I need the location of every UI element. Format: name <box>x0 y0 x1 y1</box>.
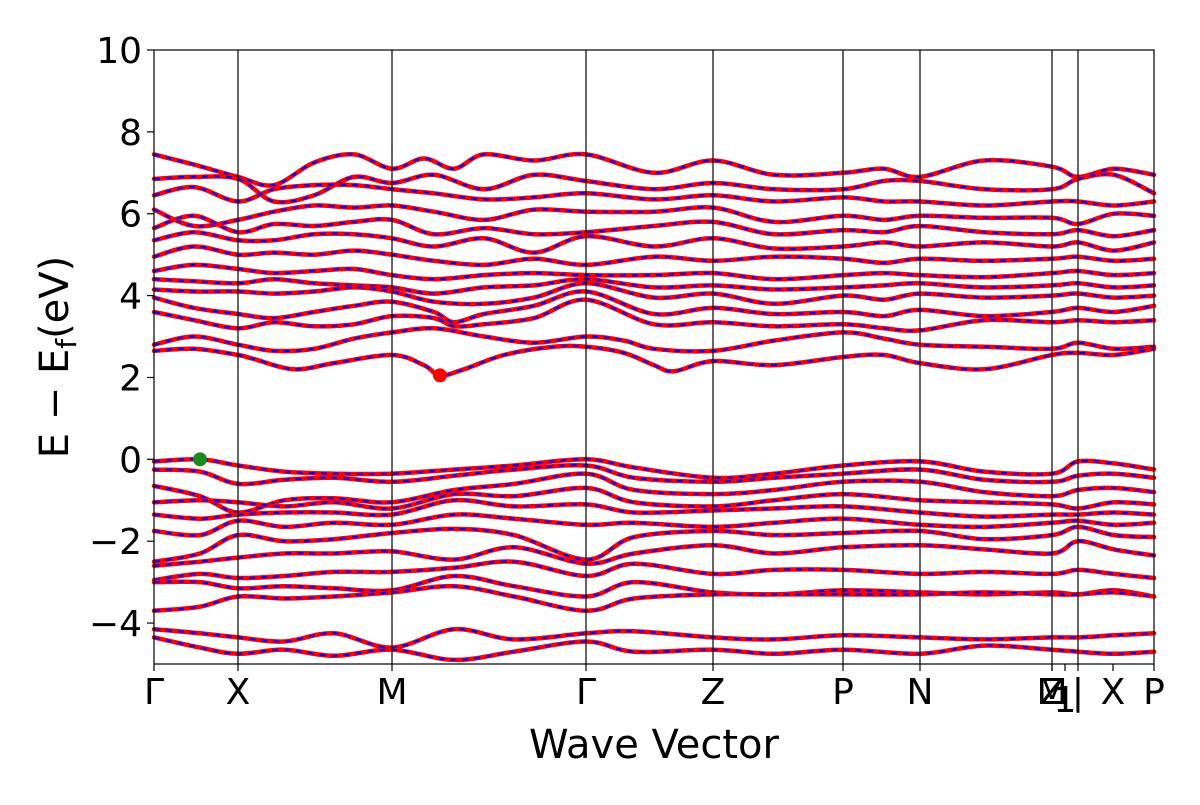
band-line-blue <box>153 486 1155 510</box>
y-axis-label-main: E − E <box>32 349 78 459</box>
high-symmetry-lines <box>237 50 1079 664</box>
y-tick-label: 6 <box>119 195 142 236</box>
cbm-marker <box>433 368 447 383</box>
kpoint-label: Z <box>1040 672 1065 713</box>
band-line-red <box>151 151 1157 188</box>
band-3 <box>151 182 1157 208</box>
band-line-blue <box>153 278 1155 295</box>
band-line-red <box>151 583 1157 614</box>
band-line-blue <box>153 263 1155 281</box>
band-6 <box>151 229 1157 255</box>
band-19 <box>151 497 1157 521</box>
kpoint-label: M <box>376 672 407 713</box>
band-line-blue <box>153 183 1155 207</box>
band-line-blue <box>153 282 1155 306</box>
band-21 <box>151 524 1157 564</box>
kpoint-label: N <box>907 672 934 713</box>
kpoint-label: Z <box>701 672 726 713</box>
x-axis-label: Wave Vector <box>529 722 780 768</box>
band-13 <box>151 325 1157 354</box>
plot-frame <box>153 49 1155 665</box>
extrema-markers <box>193 368 447 467</box>
band-line-blue <box>153 245 1155 267</box>
band-line-red <box>151 325 1157 354</box>
y-axis-label-subscript: f <box>50 338 83 349</box>
band-5 <box>151 213 1157 239</box>
kpoint-label: X <box>226 672 251 713</box>
kpoint-label: Γ <box>144 672 164 713</box>
band-line-red <box>151 203 1157 229</box>
band-2 <box>151 171 1157 205</box>
y-tick-label: 0 <box>119 440 142 481</box>
kpoint-label: P <box>1143 672 1165 713</box>
band-12 <box>151 297 1157 334</box>
y-axis-label: E − Ef(eV) <box>32 256 83 459</box>
band-line-blue <box>153 204 1155 228</box>
band-18 <box>151 485 1157 511</box>
band-11 <box>151 289 1157 325</box>
y-tick-label: 10 <box>96 31 142 72</box>
x-axis: Γ X M Γ Z P N ZM1| X P <box>144 664 1165 721</box>
kpoint-label: Γ <box>576 672 596 713</box>
band-8 <box>151 262 1157 282</box>
band-line-blue <box>153 499 1155 520</box>
band-line-blue <box>153 231 1155 254</box>
band-9 <box>151 276 1157 296</box>
vbm-marker <box>193 452 207 467</box>
kpoint-label: X <box>1101 672 1126 713</box>
band-25 <box>151 583 1157 614</box>
band-line-blue <box>153 298 1155 332</box>
y-tick-label: 4 <box>119 277 142 318</box>
band-7 <box>151 244 1157 268</box>
kpoint-label: | <box>1072 672 1084 713</box>
band-line-blue <box>153 344 1155 377</box>
band-line-red <box>151 456 1157 481</box>
band-line-blue <box>153 152 1155 187</box>
band-10 <box>151 281 1157 307</box>
bands-layer <box>151 151 1157 663</box>
band-23 <box>151 559 1157 583</box>
band-line-red <box>151 524 1157 564</box>
kpoint-label: M <box>1036 672 1067 713</box>
band-line-blue <box>153 628 1155 649</box>
band-4 <box>151 203 1157 229</box>
y-tick-label: 8 <box>119 113 142 154</box>
band-line-blue <box>153 173 1155 204</box>
band-22 <box>151 538 1157 569</box>
band-line-blue <box>153 214 1155 238</box>
y-tick-label: −2 <box>89 522 142 563</box>
y-axis: −4 −2 0 2 4 6 8 10 <box>89 31 154 645</box>
y-tick-label: −4 <box>89 604 142 645</box>
band-line-red <box>151 538 1157 569</box>
band-line-blue <box>153 290 1155 324</box>
kpoint-label: 1 <box>1054 680 1077 721</box>
band-1 <box>151 151 1157 188</box>
band-26 <box>151 626 1157 650</box>
band-14 <box>151 343 1157 378</box>
band-15 <box>151 456 1157 481</box>
kpoint-label: P <box>832 672 854 713</box>
y-axis-label-unit: (eV) <box>32 256 78 339</box>
y-tick-label: 2 <box>119 358 142 399</box>
